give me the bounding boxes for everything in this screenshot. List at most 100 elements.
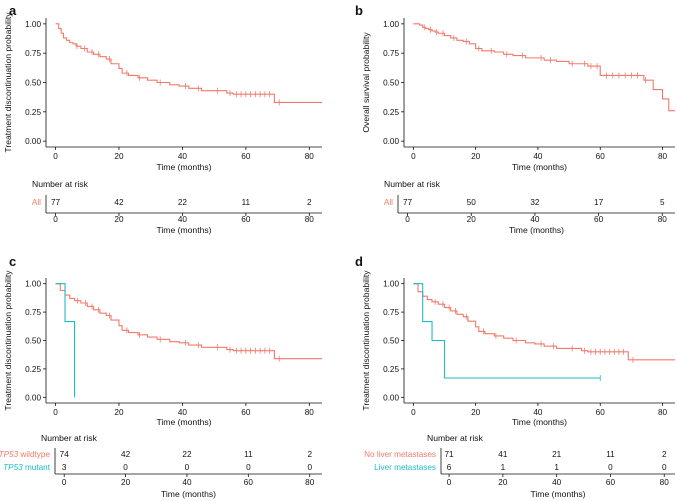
- risk-x-tick-label: 60: [241, 215, 251, 224]
- group-name: wildtype: [18, 450, 50, 459]
- x-tick-label: 60: [596, 408, 606, 417]
- risk-count: 77: [51, 198, 61, 207]
- x-tick-label: 80: [305, 408, 315, 417]
- km-curve-0: [413, 283, 675, 361]
- y-tick-label: 0.50: [25, 79, 41, 88]
- y-tick-label: 0.25: [383, 365, 399, 374]
- panel-letter: b: [355, 3, 363, 18]
- x-tick-label: 20: [114, 408, 124, 417]
- y-tick-label: 0.00: [383, 137, 399, 146]
- risk-count: 77: [403, 198, 413, 207]
- risk-table-title: Number at risk: [41, 433, 98, 443]
- panel-letter: a: [9, 3, 17, 18]
- risk-count: 11: [244, 450, 253, 459]
- risk-x-tick-label: 40: [178, 215, 188, 224]
- y-tick-label: 0.75: [25, 49, 41, 58]
- y-tick-label: 0.25: [25, 365, 41, 374]
- group-name: Liver metastases: [374, 463, 436, 472]
- risk-x-tick-label: 80: [305, 478, 315, 487]
- group-name: All: [32, 198, 41, 207]
- km-curve-0: [55, 23, 322, 103]
- y-tick-label: 1.00: [383, 280, 399, 289]
- y-tick-label: 0.25: [25, 108, 41, 117]
- y-tick-label: 1.00: [25, 280, 41, 289]
- risk-count: 2: [662, 450, 667, 459]
- risk-x-tick-label: 40: [552, 478, 562, 487]
- risk-count: 6: [447, 463, 452, 472]
- y-tick-label: 1.00: [25, 20, 41, 29]
- risk-table-title: Number at risk: [384, 179, 441, 189]
- risk-count: 0: [608, 463, 613, 472]
- risk-x-tick-label: 60: [606, 478, 616, 487]
- x-tick-label: 80: [305, 152, 315, 161]
- x-axis-label: Time (months): [512, 162, 567, 172]
- y-tick-label: 0.50: [383, 79, 399, 88]
- risk-x-tick-label: 80: [660, 478, 670, 487]
- risk-count: 22: [178, 198, 188, 207]
- km-curve-1: [413, 283, 601, 379]
- group-name: No liver metastases: [364, 450, 436, 459]
- km-curve-0: [413, 23, 675, 112]
- x-tick-label: 40: [533, 152, 543, 161]
- risk-count: 0: [662, 463, 667, 472]
- y-tick-label: 0.75: [383, 308, 399, 317]
- risk-count: 32: [530, 198, 540, 207]
- risk-x-tick-label: 20: [467, 215, 477, 224]
- x-tick-label: 0: [53, 152, 58, 161]
- risk-count: 11: [606, 450, 615, 459]
- risk-count: 74: [60, 450, 70, 459]
- risk-row-label: Liver metastases: [374, 463, 436, 472]
- risk-count: 0: [307, 463, 312, 472]
- risk-count: 17: [594, 198, 604, 207]
- y-tick-label: 0.50: [25, 337, 41, 346]
- risk-table-title: Number at risk: [427, 433, 484, 443]
- x-axis-label: Time (months): [512, 417, 567, 427]
- risk-count: 22: [182, 450, 192, 459]
- group-name: All: [384, 198, 393, 207]
- risk-row-label: TP53 mutant: [3, 463, 51, 472]
- x-axis-label: Time (months): [156, 162, 211, 172]
- risk-x-tick-label: 40: [530, 215, 540, 224]
- risk-x-tick-label: 0: [53, 215, 58, 224]
- gene-name: TP53: [3, 463, 23, 472]
- x-tick-label: 80: [658, 408, 668, 417]
- risk-count: 1: [554, 463, 559, 472]
- y-axis-label: Overall survival probability: [361, 32, 371, 133]
- risk-x-tick-label: 40: [182, 478, 192, 487]
- risk-count: 11: [242, 198, 251, 207]
- y-axis-label: Treatment discontinuation probability: [3, 270, 13, 411]
- risk-x-axis-label: Time (months): [156, 225, 211, 235]
- risk-count: 42: [114, 198, 124, 207]
- panel-letter: d: [355, 254, 363, 269]
- y-tick-label: 0.75: [383, 49, 399, 58]
- risk-x-tick-label: 60: [244, 478, 254, 487]
- risk-x-axis-label: Time (months): [161, 489, 216, 499]
- risk-count: 21: [552, 450, 562, 459]
- x-tick-label: 80: [658, 152, 668, 161]
- risk-table-title: Number at risk: [32, 179, 89, 189]
- risk-count: 41: [498, 450, 508, 459]
- risk-count: 50: [467, 198, 477, 207]
- x-tick-label: 0: [53, 408, 58, 417]
- risk-count: 2: [307, 198, 312, 207]
- risk-x-tick-label: 20: [121, 478, 131, 487]
- x-tick-label: 20: [471, 152, 481, 161]
- risk-x-tick-label: 0: [405, 215, 410, 224]
- risk-count: 0: [185, 463, 190, 472]
- x-tick-label: 40: [178, 408, 188, 417]
- km-curve-0: [55, 283, 322, 360]
- y-axis-label: Treatment discontinuation probability: [361, 270, 371, 411]
- y-tick-label: 0.00: [383, 393, 399, 402]
- risk-row-label: All: [384, 198, 393, 207]
- risk-row-label: TP53 wildtype: [0, 450, 50, 459]
- panel-b: b 0.00 0.25 0.50 0.75 1.00 0 20 40 60 80 Time (mont…: [355, 3, 675, 235]
- risk-x-tick-label: 0: [62, 478, 67, 487]
- risk-row-label: All: [32, 198, 41, 207]
- y-axis-label: Treatment discontinuation probability: [3, 12, 13, 153]
- panel-letter: c: [9, 254, 16, 269]
- x-tick-label: 40: [533, 408, 543, 417]
